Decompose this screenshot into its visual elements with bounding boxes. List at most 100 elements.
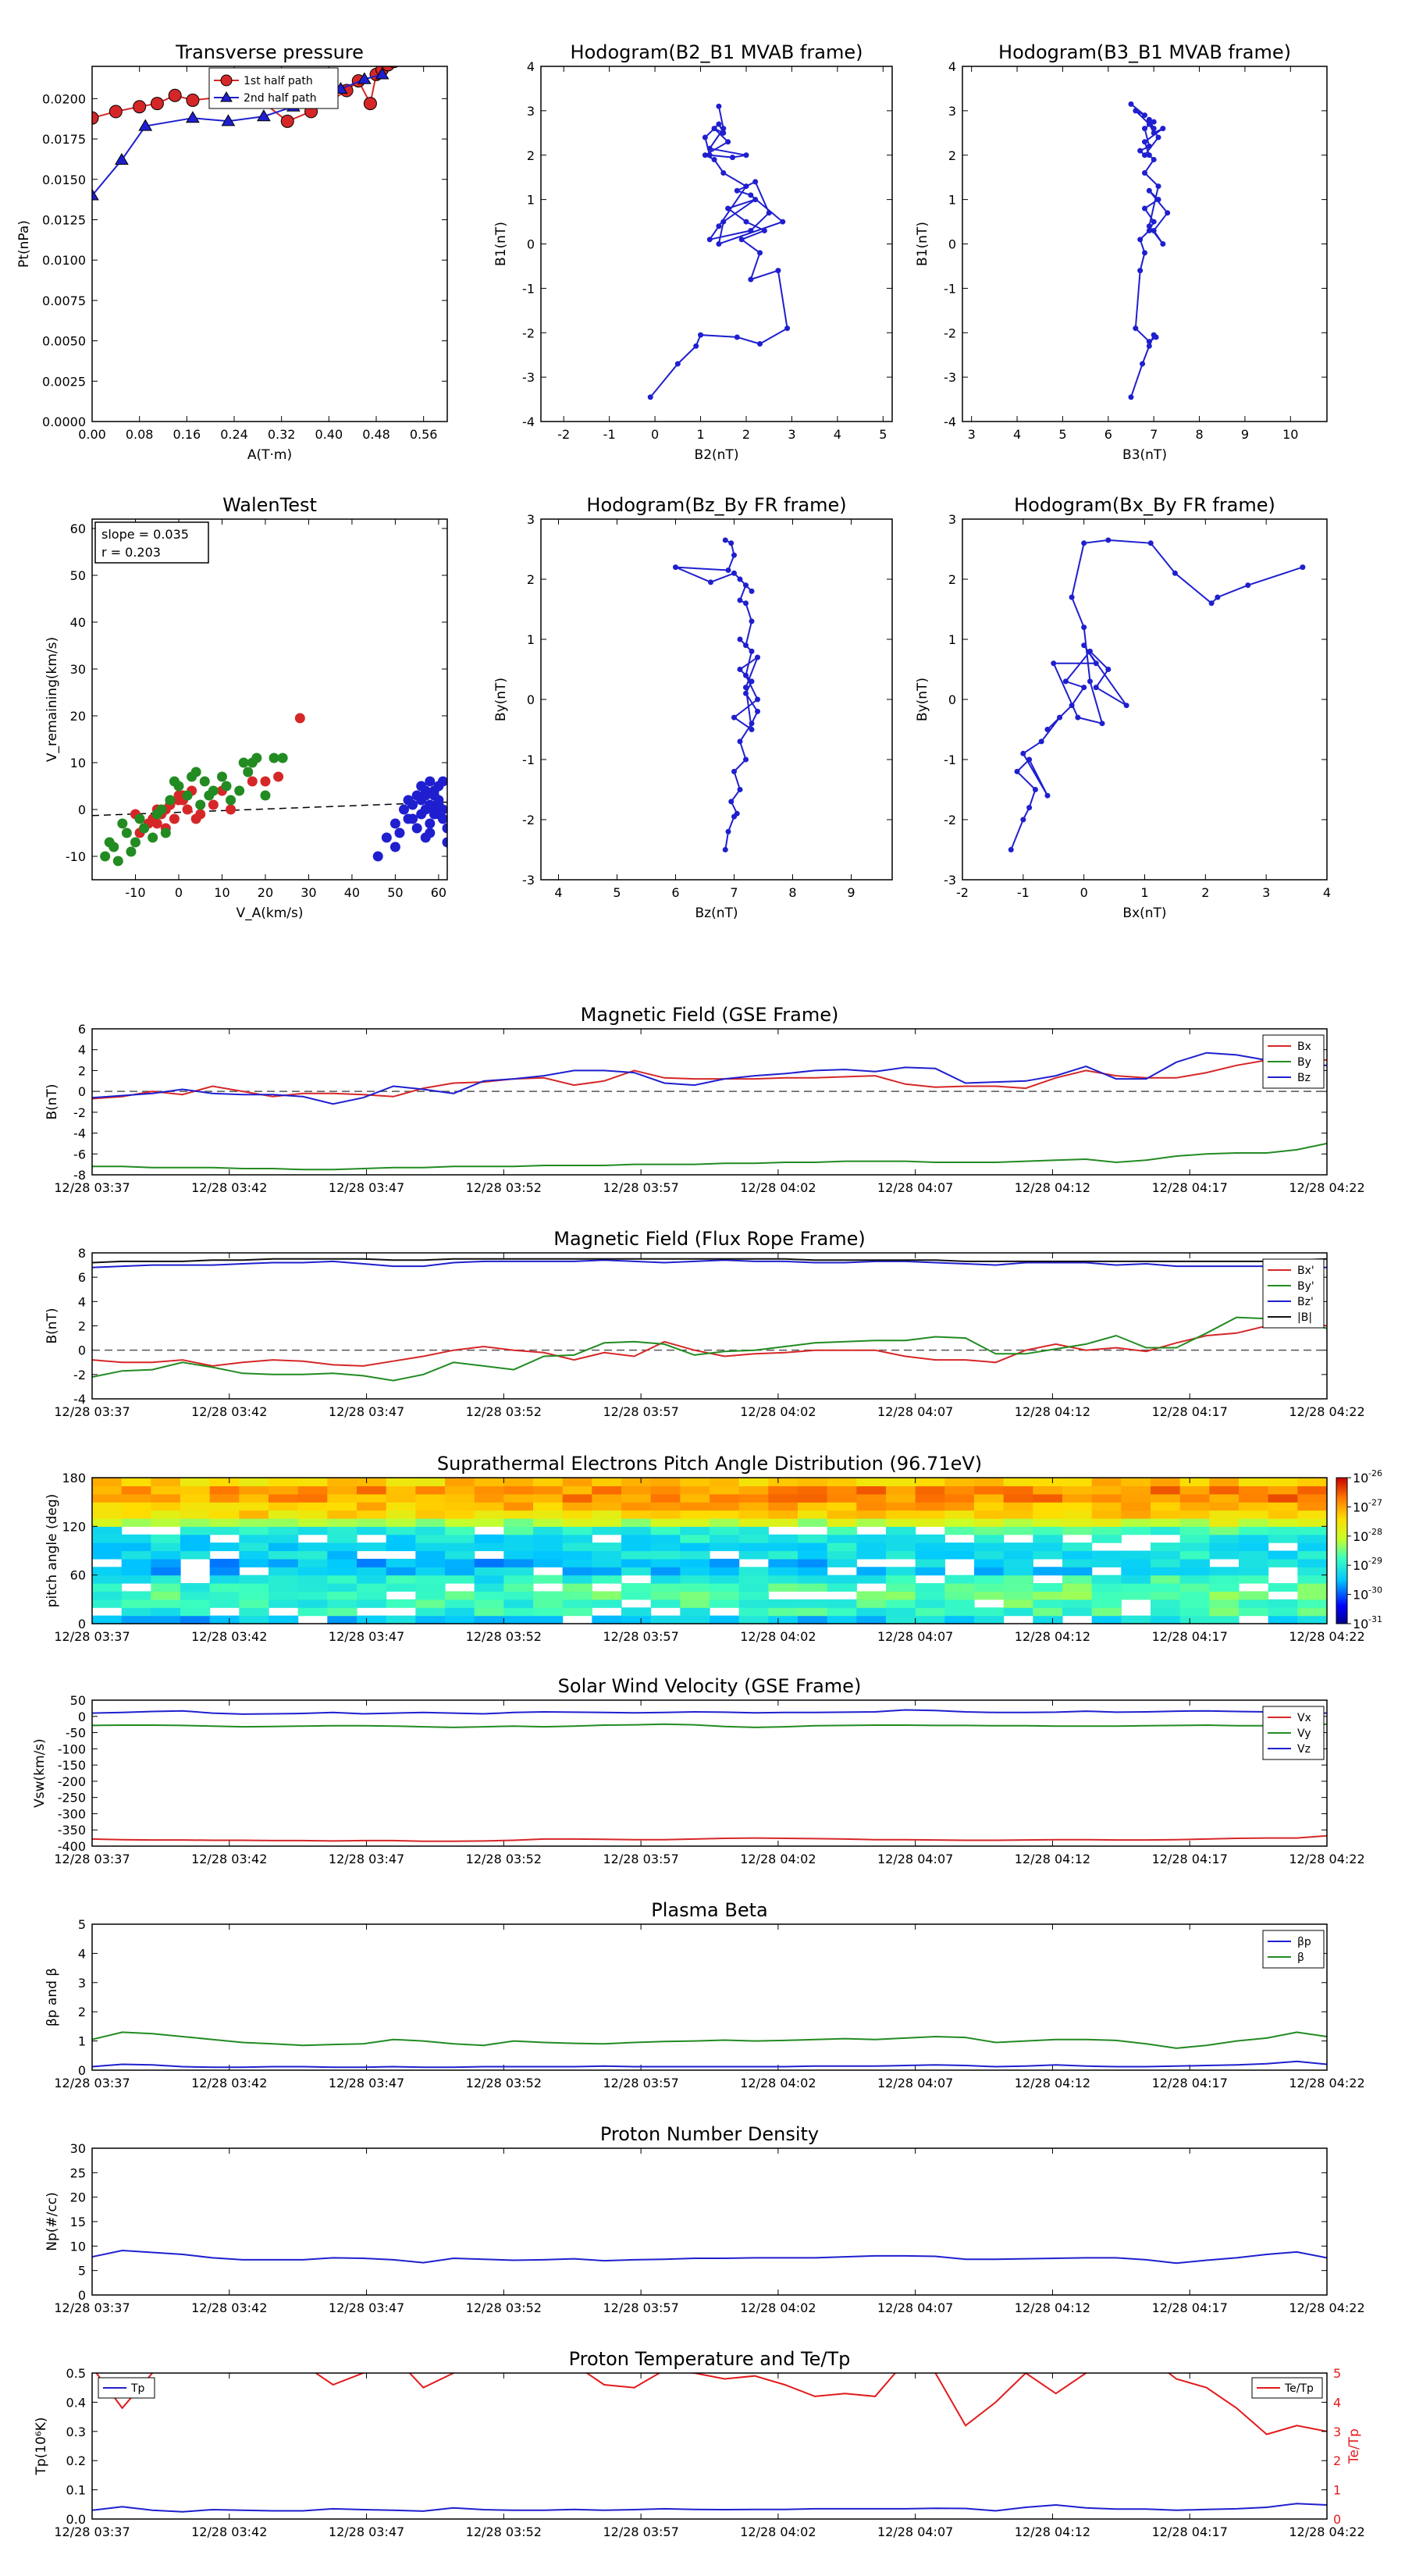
data-point: [1142, 152, 1147, 158]
y-tick-label: 0.5: [66, 2366, 86, 2381]
chart-title: Magnetic Field (Flux Rope Frame): [553, 1228, 865, 1250]
colorbar-tick-label: 10: [1353, 1588, 1368, 1603]
x-tick-label: 8: [1195, 427, 1203, 442]
heatmap-cell: [269, 1478, 299, 1486]
x-tick-label: 5: [1058, 427, 1066, 442]
r-text: r = 0.203: [101, 545, 161, 560]
heatmap-cell: [886, 1510, 916, 1519]
heatmap-cell: [1209, 1534, 1240, 1543]
heatmap-cell: [1003, 1517, 1033, 1527]
data-point: [437, 776, 447, 787]
heatmap-cell: [1121, 1574, 1151, 1584]
y-tick-label: 4: [948, 59, 956, 74]
heatmap-cell: [180, 1478, 211, 1486]
data-point: [1087, 648, 1093, 654]
heatmap-cell: [738, 1550, 769, 1560]
heatmap-cell: [592, 1567, 622, 1576]
y-tick-label: -3: [944, 370, 956, 385]
heatmap-cell: [592, 1502, 622, 1511]
heatmap-cell: [680, 1558, 710, 1567]
chart-title: Proton Temperature and Te/Tp: [569, 2348, 851, 2370]
x-tick-label: 0: [651, 427, 659, 442]
heatmap-cell: [209, 1526, 240, 1535]
heatmap-cell: [92, 1591, 123, 1600]
time-tick-label: 12/28 03:57: [603, 2300, 678, 2315]
time-tick-label: 12/28 03:52: [466, 2076, 542, 2090]
heatmap-cell: [1003, 1502, 1033, 1511]
heatmap-cell: [650, 1517, 681, 1527]
heatmap-cell: [503, 1510, 534, 1519]
time-tick-label: 12/28 03:42: [191, 1180, 267, 1195]
legend-label: Bx: [1297, 1041, 1311, 1053]
heatmap-cell: [1179, 1607, 1210, 1617]
heatmap-cell: [886, 1591, 916, 1600]
heatmap-cell: [474, 1534, 504, 1543]
panel-pad: Suprathermal Electrons Pitch Angle Distr…: [44, 1453, 1382, 1644]
data-point: [1026, 756, 1033, 763]
data-point: [121, 827, 132, 838]
heatmap-cell: [738, 1478, 769, 1486]
heatmap-cell: [386, 1542, 416, 1552]
heatmap-cell: [327, 1574, 357, 1584]
data-point: [752, 197, 759, 203]
y-tick-label: 4: [78, 1043, 86, 1058]
heatmap-cell: [1239, 1526, 1269, 1535]
series-line: [92, 1316, 1327, 1382]
data-point: [725, 828, 731, 834]
heatmap-cell: [1297, 1526, 1328, 1535]
y-axis-label: pitch angle (deg): [44, 1494, 60, 1608]
heatmap-cell: [562, 1542, 592, 1552]
data-point: [425, 776, 436, 787]
axes-frame: [91, 1477, 1328, 1624]
heatmap-cell: [1151, 1599, 1181, 1608]
data-point: [148, 832, 158, 843]
heatmap-cell: [1033, 1502, 1063, 1511]
time-tick-label: 12/28 03:57: [603, 2076, 678, 2090]
data-point: [725, 567, 731, 573]
data-point: [1142, 170, 1147, 176]
heatmap-cell: [1121, 1485, 1151, 1495]
plot-area: [92, 2249, 1327, 2265]
heatmap-cell: [944, 1542, 975, 1552]
heatmap-cell: [415, 1550, 446, 1560]
heatmap-cell: [92, 1550, 123, 1560]
heatmap-cell: [357, 1615, 387, 1624]
heatmap-cell: [386, 1534, 416, 1543]
heatmap-cell: [1091, 1510, 1122, 1519]
legend-marker: [220, 91, 233, 102]
legend-label: By: [1297, 1056, 1311, 1069]
heatmap-cell: [1091, 1591, 1122, 1600]
heatmap-cell: [415, 1485, 446, 1495]
data-point: [757, 340, 763, 347]
heatmap-cell: [503, 1542, 534, 1552]
x-tick-label: 0.40: [315, 427, 343, 442]
heatmap-cell: [474, 1607, 504, 1617]
time-tick-label: 12/28 03:52: [466, 2300, 542, 2315]
heatmap-cell: [327, 1542, 357, 1552]
y-tick-label: 5: [78, 2264, 86, 2279]
y-axis-label: B(nT): [44, 1308, 60, 1343]
heatmap-cell: [798, 1550, 828, 1560]
heatmap-cell: [1209, 1550, 1240, 1560]
heatmap-cell: [915, 1542, 945, 1552]
heatmap-cell: [798, 1607, 828, 1617]
y-tick-label: 3: [527, 104, 535, 119]
data-point: [728, 799, 735, 805]
data-point: [104, 837, 115, 848]
heatmap-cell: [121, 1607, 151, 1617]
heatmap-cell: [151, 1567, 181, 1576]
data-point: [743, 685, 749, 691]
data-point: [737, 787, 743, 792]
data-point: [1093, 685, 1099, 691]
data-point: [389, 818, 400, 829]
heatmap-cell: [944, 1574, 975, 1584]
data-point: [725, 205, 731, 212]
heatmap-cell: [209, 1510, 240, 1519]
y-axis-label: B1(nT): [915, 222, 930, 266]
time-tick-label: 12/28 04:17: [1152, 1629, 1228, 1644]
heatmap-cell: [151, 1607, 181, 1617]
heatmap-cell: [738, 1599, 769, 1608]
data-point: [1032, 787, 1038, 792]
heatmap-cell: [445, 1493, 475, 1503]
heatmap-cell: [474, 1517, 504, 1527]
